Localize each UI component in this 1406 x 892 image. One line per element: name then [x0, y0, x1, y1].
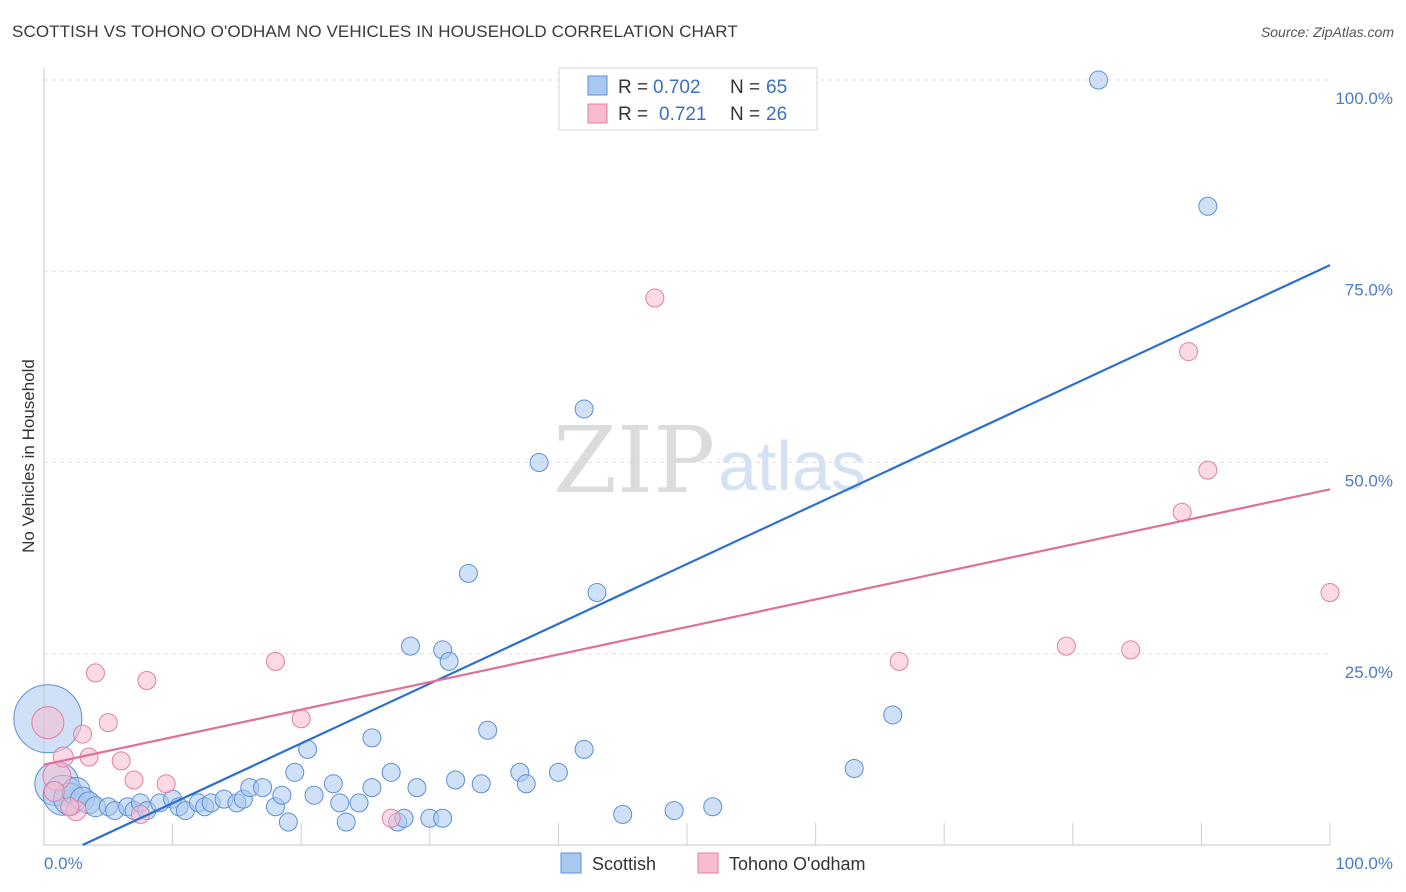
y-tick-labels: 25.0% 50.0% 75.0% 100.0%	[1335, 89, 1393, 682]
scottish-point	[613, 804, 633, 824]
tohono-point	[137, 671, 157, 691]
scottish-point	[1198, 196, 1218, 216]
series-legend-label-tohono: Tohono O'odham	[729, 854, 866, 874]
scottish-point	[446, 770, 466, 790]
tohono-point	[124, 770, 144, 790]
scottish-point	[304, 785, 324, 805]
tohono-point	[73, 724, 93, 744]
scottish-point	[883, 705, 903, 725]
series-legend-label-scottish: Scottish	[592, 854, 656, 874]
legend-r-value-0: 0.702	[653, 77, 701, 98]
legend-n-label-1: N =	[730, 104, 760, 125]
scottish-point	[336, 812, 356, 832]
tohono-point	[85, 663, 105, 683]
scottish-point	[529, 453, 549, 472]
x-tick-labels: 0.0% 100.0%	[44, 854, 1393, 873]
x-tick-label-max: 100.0%	[1335, 854, 1393, 873]
watermark: ZIP atlas	[553, 407, 866, 514]
series-legend-swatch-scottish	[560, 852, 582, 874]
scottish-point	[362, 728, 382, 748]
tohono-point	[1056, 636, 1076, 656]
tohono-point	[43, 780, 65, 802]
scottish-point	[330, 793, 350, 813]
y-axis-title: No Vehicles in Household	[19, 359, 38, 553]
legend-r-label-0: R =	[618, 77, 648, 98]
tohono-point	[265, 651, 285, 671]
scottish-point	[574, 739, 594, 759]
scottish-point	[1089, 70, 1109, 90]
legend-r-label-1: R =	[618, 104, 648, 125]
watermark-zip: ZIP	[553, 407, 715, 514]
scottish-point	[323, 774, 343, 794]
tohono-point	[645, 288, 665, 308]
scottish-point	[253, 778, 273, 798]
tohono-point	[1121, 640, 1141, 660]
legend-swatch-tohono	[587, 103, 608, 124]
legend-n-label-0: N =	[730, 77, 760, 98]
scottish-point	[664, 801, 684, 821]
scottish-point	[401, 636, 421, 656]
scottish-point	[433, 808, 453, 828]
scottish-point	[285, 762, 305, 782]
tohono-point	[111, 751, 131, 771]
scottish-point	[272, 785, 292, 805]
y-tick-label: 75.0%	[1345, 280, 1393, 299]
scottish-point	[478, 720, 498, 740]
scottish-point	[516, 774, 536, 794]
scottish-point	[278, 812, 298, 832]
tohono-trend-line	[43, 488, 1331, 766]
scottish-point	[587, 583, 607, 603]
legend-n-value-0: 65	[766, 77, 787, 98]
scottish-point	[703, 797, 723, 817]
chart-title: SCOTTISH VS TOHONO O'ODHAM NO VEHICLES I…	[12, 22, 738, 41]
scottish-point	[548, 762, 568, 782]
tohono-point	[889, 651, 909, 671]
watermark-atlas: atlas	[718, 427, 866, 505]
legend-r-value-1: 0.721	[659, 104, 707, 125]
y-tick-label: 50.0%	[1345, 472, 1393, 491]
legend-n-value-1: 26	[766, 104, 787, 125]
series-legend: Scottish Tohono O'odham	[560, 852, 866, 874]
tohono-point	[98, 713, 118, 733]
scottish-point	[574, 399, 594, 419]
trend-lines	[43, 264, 1331, 846]
tohono-point	[52, 746, 74, 768]
scottish-point	[407, 778, 427, 798]
series-legend-swatch-tohono	[697, 852, 719, 874]
scottish-point	[458, 563, 478, 583]
scottish-point	[471, 774, 491, 794]
y-tick-label: 25.0%	[1345, 663, 1393, 682]
legend-swatch-scottish	[587, 75, 608, 96]
y-tick-label: 100.0%	[1335, 89, 1393, 108]
scottish-point	[844, 759, 864, 778]
scottish-point	[439, 651, 459, 671]
tohono-point	[291, 709, 311, 729]
scottish-point	[362, 778, 382, 798]
tohono-point	[60, 797, 80, 817]
scottish-trend-line	[82, 264, 1331, 846]
tohono-point	[381, 808, 401, 828]
tohono-point	[1320, 583, 1340, 603]
tohono-point	[31, 706, 65, 740]
x-tick-label-min: 0.0%	[44, 854, 83, 873]
tohono-point	[1179, 342, 1199, 362]
tohono-point	[156, 774, 176, 794]
source-label: Source: ZipAtlas.com	[1260, 24, 1394, 40]
tohono-point	[1198, 460, 1218, 480]
data-points	[13, 70, 1340, 832]
scottish-point	[381, 762, 401, 782]
stats-legend: R = 0.702 N = 65 R = 0.721 N = 26	[558, 67, 818, 131]
scottish-point	[349, 793, 369, 813]
